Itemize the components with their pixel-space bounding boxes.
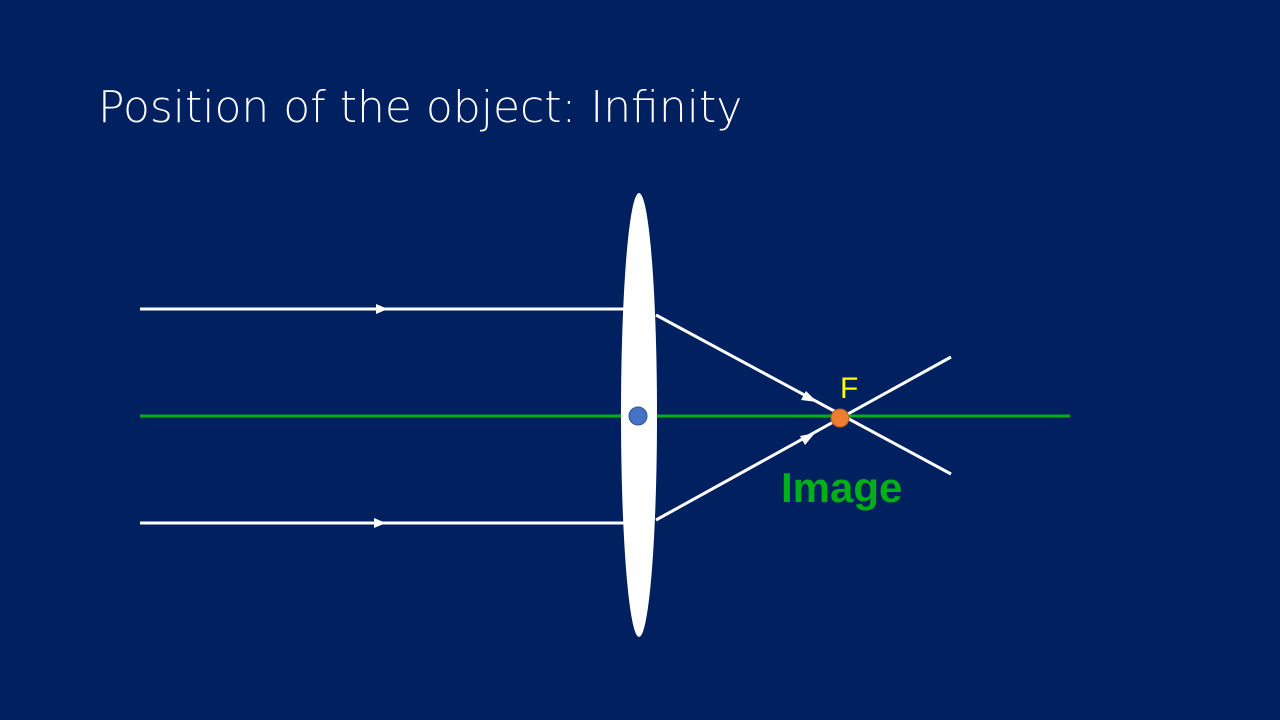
- focal-point-label: F: [840, 372, 858, 405]
- slide-title: Position of the object: Infinity: [98, 82, 743, 133]
- incident-ray-lower-arrow: [374, 518, 386, 528]
- incident-ray-upper-arrow: [376, 304, 388, 314]
- refracted-ray-upper-arrow: [801, 391, 817, 402]
- optical-center-point: [628, 406, 648, 426]
- image-label: Image: [781, 464, 902, 511]
- refracted-ray-lower-arrow: [800, 433, 815, 445]
- refracted-ray-upper: [655, 313, 952, 476]
- focal-point: [830, 408, 850, 428]
